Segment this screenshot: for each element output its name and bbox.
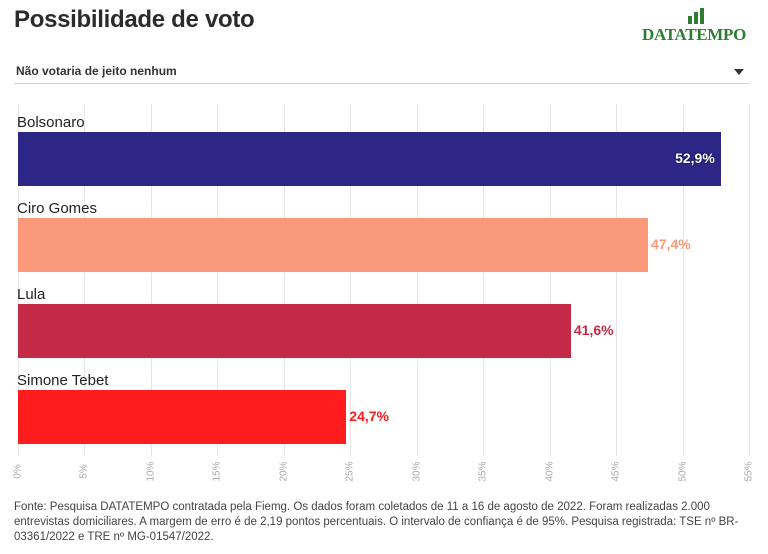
category-label: Lula	[17, 286, 46, 303]
grid-line	[18, 104, 19, 456]
category-label: Bolsonaro	[17, 114, 85, 131]
grid-line	[84, 104, 86, 456]
bar[interactable]	[18, 218, 648, 272]
x-tick-label: 40%	[544, 461, 556, 482]
dropdown-selected-value: Não votaria de jeito nenhum	[16, 64, 177, 78]
grid-line	[483, 104, 485, 456]
bar[interactable]	[18, 390, 347, 444]
x-tick-label: 20%	[278, 461, 290, 482]
logo-text: DATATEMPO	[642, 25, 746, 45]
x-tick-label: 5%	[78, 464, 90, 479]
x-tick-label: 45%	[610, 461, 622, 482]
x-tick-label: 50%	[677, 461, 689, 482]
bar-value-label: 52,9%	[675, 150, 715, 166]
bar-chart-logo-icon	[688, 8, 708, 24]
bar-value-label: 41,6%	[573, 322, 614, 338]
category-label: Simone Tebet	[17, 372, 109, 389]
bar-value-label: 47,4%	[650, 236, 691, 252]
question-dropdown[interactable]: Não votaria de jeito nenhum	[14, 58, 750, 84]
grid-line	[217, 104, 219, 456]
source-note: Fonte: Pesquisa DATATEMPO contratada pel…	[14, 501, 739, 543]
x-tick-label: 35%	[477, 461, 489, 482]
x-tick-label: 15%	[211, 461, 223, 482]
grid-line	[616, 104, 618, 456]
bar[interactable]	[18, 304, 571, 358]
grid-line	[150, 104, 152, 456]
logo-text-part1: DATA	[642, 25, 686, 44]
x-tick-label: 10%	[145, 461, 157, 482]
chevron-down-icon[interactable]	[734, 69, 744, 75]
grid-line	[549, 104, 551, 456]
grid-line	[416, 104, 418, 456]
grid-line	[350, 104, 352, 456]
logo-text-part2: TEMPO	[685, 25, 747, 44]
bar[interactable]	[18, 132, 722, 186]
datatempo-logo: DATATEMPO	[642, 8, 754, 44]
category-label: Ciro Gomes	[17, 200, 98, 217]
chart-title: Possibilidade de voto	[14, 6, 255, 33]
x-tick-label: 0%	[12, 464, 24, 479]
grid-line	[283, 104, 285, 456]
x-tick-label: 55%	[743, 461, 755, 482]
x-tick-label: 25%	[344, 461, 356, 482]
bar-value-label: 24,7%	[349, 408, 389, 424]
grid-line	[682, 104, 684, 456]
grid-line	[749, 104, 750, 456]
x-tick-label: 30%	[411, 461, 423, 482]
